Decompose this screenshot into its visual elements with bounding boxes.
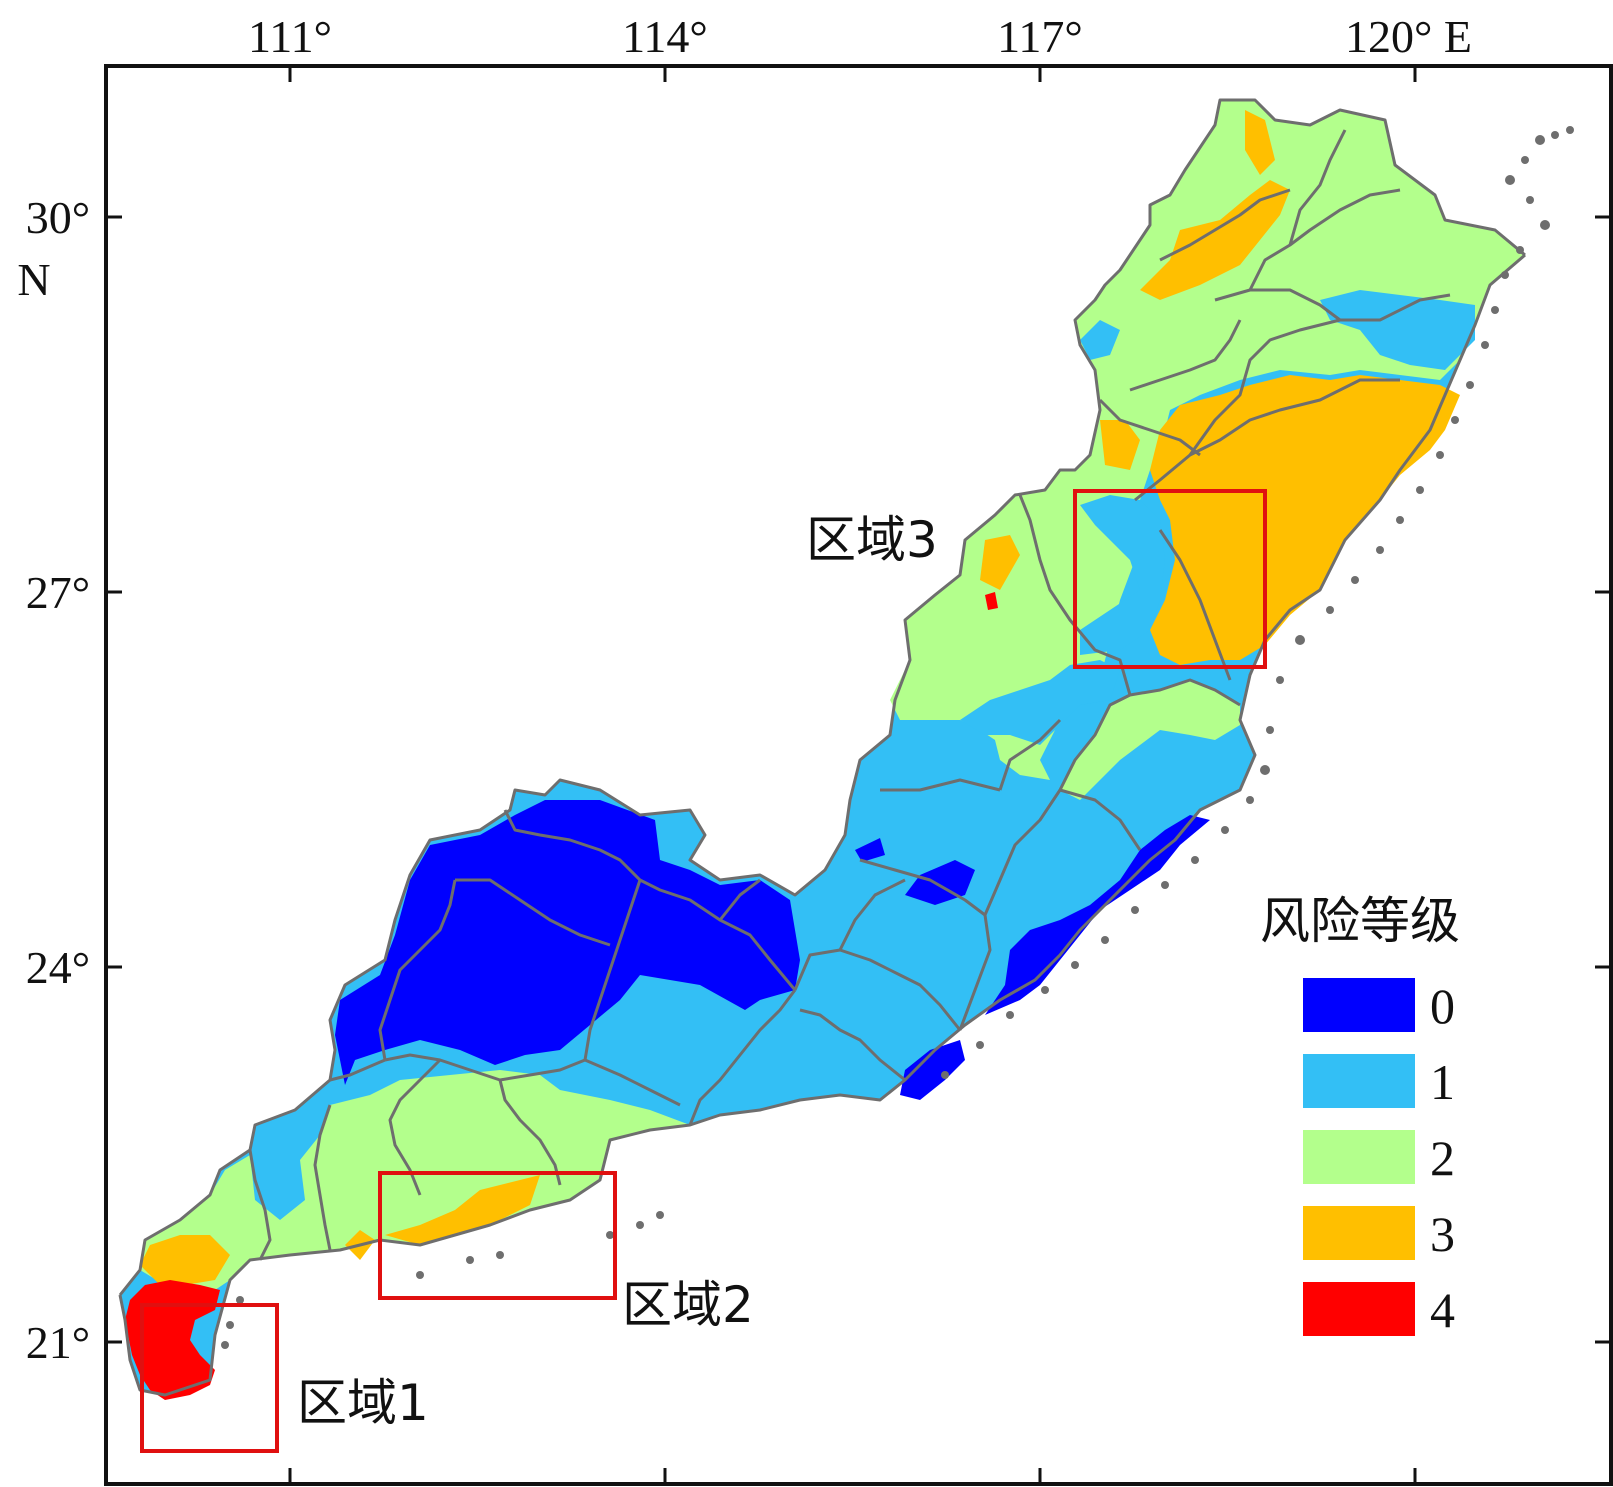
tick-marks — [106, 66, 1611, 1484]
risk-zone-3-north-strip — [1245, 110, 1275, 175]
coastal-islands — [221, 126, 1574, 1349]
highlight-boxes — [140, 489, 1267, 1453]
y-unit-label: N — [17, 254, 50, 305]
risk-zone-1-northwest — [1080, 320, 1120, 360]
legend-swatch-2 — [1303, 1130, 1415, 1184]
legend-swatch-0 — [1303, 978, 1415, 1032]
region-3-box — [1073, 489, 1267, 669]
risk-zone-2-strip — [1060, 680, 1240, 800]
risk-zone-1-region3 — [1080, 495, 1165, 655]
risk-zone-3-region3-west — [980, 535, 1020, 590]
x-tick-label: 111° — [248, 11, 332, 62]
x-tick-label: 120° E — [1345, 11, 1472, 62]
risk-zone-0-west — [335, 800, 800, 1085]
risk-zone-4-spot — [985, 592, 998, 610]
y-tick-label: 24° — [26, 942, 90, 993]
risk-zone-0-inland — [905, 860, 975, 905]
risk-zone-2-north — [890, 100, 1525, 780]
legend-swatch-1 — [1303, 1054, 1415, 1108]
legend-swatch-3 — [1303, 1206, 1415, 1260]
legend-label-0: 0 — [1430, 978, 1455, 1034]
legend-title: 风险等级 — [1260, 892, 1460, 950]
risk-zone-0-small — [855, 838, 885, 862]
risk-zone-4-leizhou — [125, 1280, 220, 1400]
legend-label-4: 4 — [1430, 1282, 1455, 1338]
risk-zone-3-west-patch — [1100, 420, 1140, 470]
region-1-box — [140, 1303, 279, 1453]
admin-boundaries — [118, 98, 1526, 1397]
legend: 风险等级 0 1 2 3 4 — [1260, 892, 1460, 1338]
risk-zone-3-north — [1140, 180, 1290, 300]
risk-zone-0-coast — [985, 815, 1210, 1015]
risk-zone-3-region2 — [385, 1175, 540, 1245]
x-tick-label: 114° — [622, 11, 708, 62]
risk-zone-3-east — [1150, 375, 1460, 665]
risk-zone-0-shantou — [900, 1040, 965, 1100]
x-tick-label: 117° — [997, 11, 1083, 62]
risk-zone-1-northeast — [1320, 290, 1475, 370]
map-area — [118, 98, 1574, 1453]
risk-zone-1-middle — [960, 660, 1120, 745]
y-tick-label: 30° — [26, 192, 90, 243]
legend-label-3: 3 — [1430, 1206, 1455, 1262]
y-tick-label: 21° — [26, 1317, 90, 1368]
map-frame — [104, 64, 1613, 1486]
legend-label-1: 1 — [1430, 1054, 1455, 1110]
region-2-label: 区域2 — [622, 1276, 754, 1334]
legend-swatch-4 — [1303, 1282, 1415, 1336]
legend-label-2: 2 — [1430, 1130, 1455, 1186]
risk-zone-3-southwest — [140, 1235, 230, 1285]
region-2-box — [378, 1171, 617, 1300]
region-3-label: 区域3 — [806, 511, 938, 569]
y-tick-label: 27° — [26, 567, 90, 618]
region-1-label: 区域1 — [297, 1374, 429, 1432]
